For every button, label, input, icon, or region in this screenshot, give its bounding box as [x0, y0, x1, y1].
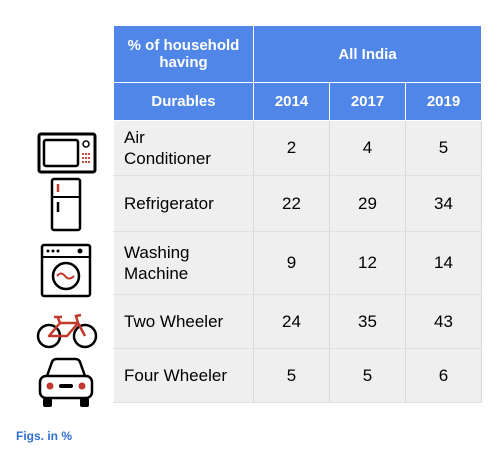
group-header: All India — [253, 25, 482, 83]
row-label: Washing Machine — [113, 231, 254, 295]
table-cell: 35 — [329, 294, 406, 349]
table-cell: 2 — [253, 120, 330, 176]
row-label: Refrigerator — [113, 175, 254, 232]
table-row: Refrigerator 22 29 34 — [113, 175, 482, 232]
table-cell: 5 — [253, 348, 330, 403]
table-cell: 12 — [329, 231, 406, 295]
year-header: 2014 — [253, 82, 330, 121]
table-row: Two Wheeler 24 35 43 — [113, 294, 482, 349]
durables-header: Durables — [113, 82, 254, 121]
row-label: Air Conditioner — [113, 120, 254, 176]
table-cell: 43 — [405, 294, 482, 349]
durables-table: % of household having All India Durables… — [113, 25, 482, 403]
footnote: Figs. in % — [16, 429, 73, 443]
table-row: Four Wheeler 5 5 6 — [113, 348, 482, 403]
table-cell: 34 — [405, 175, 482, 232]
table-cell: 22 — [253, 175, 330, 232]
table-cell: 14 — [405, 231, 482, 295]
refrigerator-icon — [50, 177, 82, 232]
table-cell: 9 — [253, 231, 330, 295]
table-cell: 5 — [329, 348, 406, 403]
row-label: Two Wheeler — [113, 294, 254, 349]
table-cell: 5 — [405, 120, 482, 176]
table-cell: 6 — [405, 348, 482, 403]
row-label: Four Wheeler — [113, 348, 254, 403]
table-row: Washing Machine 9 12 14 — [113, 231, 482, 295]
car-icon — [35, 356, 97, 412]
air-conditioner-icon — [37, 132, 97, 174]
bicycle-icon — [36, 313, 98, 349]
year-header: 2019 — [405, 82, 482, 121]
table-row: Air Conditioner 2 4 5 — [113, 120, 482, 176]
table-cell: 24 — [253, 294, 330, 349]
washing-machine-icon — [40, 243, 92, 298]
icon-column — [0, 0, 113, 420]
year-header: 2017 — [329, 82, 406, 121]
table-cell: 29 — [329, 175, 406, 232]
table-cell: 4 — [329, 120, 406, 176]
corner-header: % of household having — [113, 25, 254, 83]
